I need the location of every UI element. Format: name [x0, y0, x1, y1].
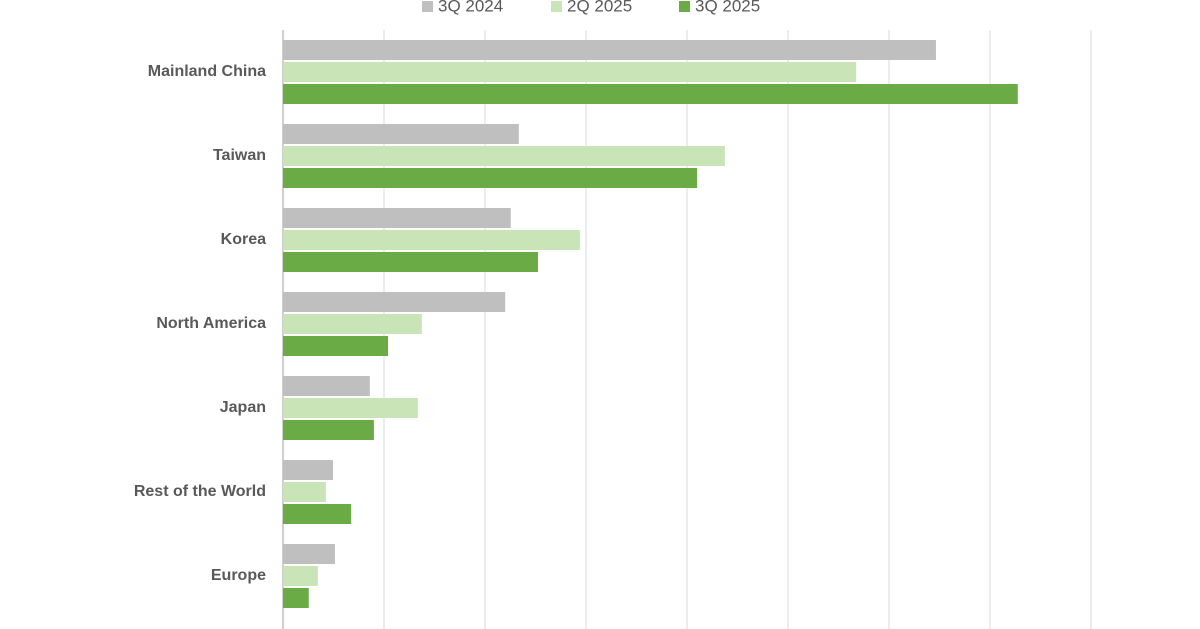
y-tick-label: Taiwan — [213, 147, 266, 164]
y-tick-label: Rest of the World — [134, 483, 266, 500]
bar — [283, 252, 539, 272]
bar — [283, 460, 333, 480]
legend-marker — [551, 1, 562, 12]
y-tick-label: Mainland China — [148, 63, 266, 80]
bar — [283, 336, 389, 356]
bar — [283, 168, 698, 188]
y-tick-label: Korea — [221, 231, 266, 248]
y-tick-label: Europe — [211, 567, 266, 584]
bar — [283, 588, 309, 608]
legend-marker — [422, 1, 433, 12]
bar — [283, 230, 580, 250]
bar — [283, 566, 318, 586]
bar — [283, 314, 422, 334]
bar — [283, 40, 936, 60]
legend-label: 3Q 2024 — [438, 0, 503, 15]
bar — [283, 62, 857, 82]
bar — [283, 208, 511, 228]
y-tick-label: Japan — [220, 399, 266, 416]
bar — [283, 482, 326, 502]
bar — [283, 292, 506, 312]
bar — [283, 146, 725, 166]
y-tick-label: North America — [156, 315, 266, 332]
bar — [283, 84, 1018, 104]
legend-label: 2Q 2025 — [567, 0, 632, 15]
bar — [283, 504, 352, 524]
bar — [283, 420, 374, 440]
bar — [283, 124, 519, 144]
bar — [283, 398, 418, 418]
legend-marker — [679, 1, 690, 12]
legend-label: 3Q 2025 — [695, 0, 760, 15]
bar — [283, 376, 370, 396]
bar — [283, 544, 336, 564]
